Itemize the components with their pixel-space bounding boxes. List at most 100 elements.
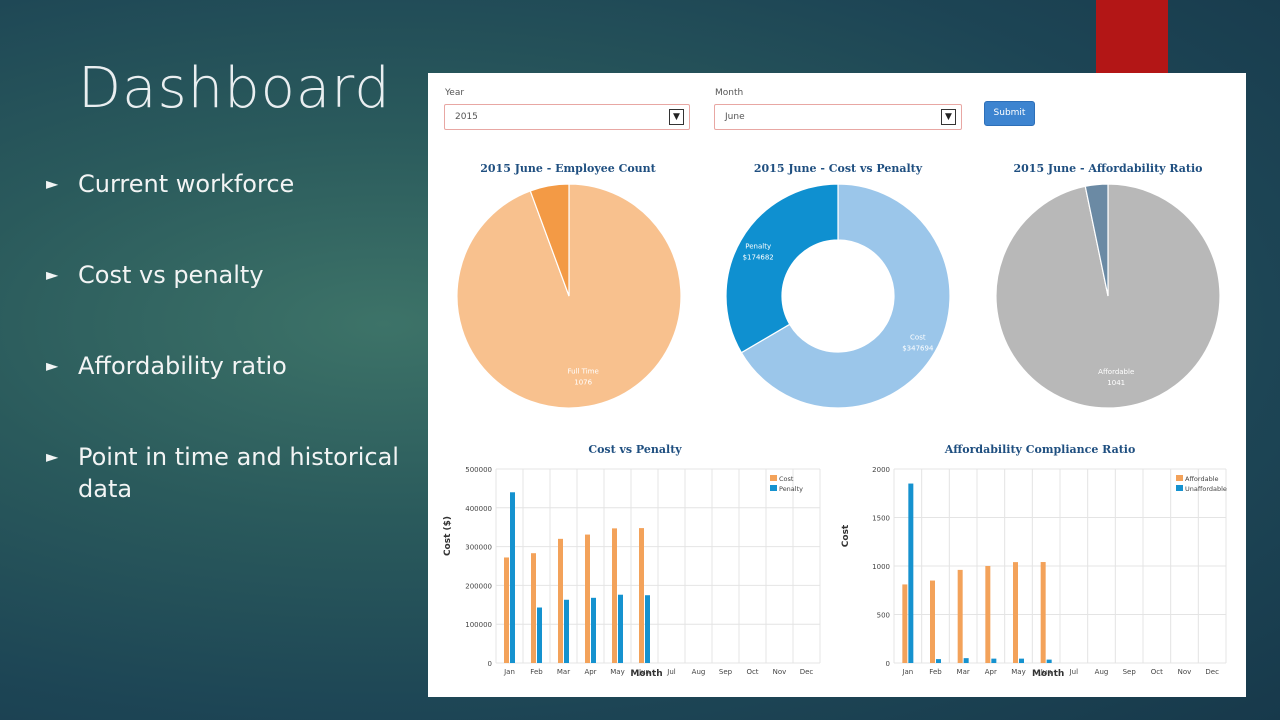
bar — [908, 483, 914, 663]
y-axis-label: Cost ($) — [443, 516, 453, 556]
y-tick-label: 200000 — [465, 582, 492, 590]
accent-bar — [1096, 0, 1168, 73]
slice-value: 1076 — [574, 378, 592, 386]
x-tick-label: Jan — [901, 668, 913, 676]
bar — [612, 528, 617, 663]
legend-swatch — [1176, 485, 1183, 491]
cost-vs-penalty-donut-chart: Cost $347694 Penalty $174682 — [725, 183, 951, 409]
bar — [936, 659, 941, 663]
legend-label: Penalty — [779, 485, 803, 493]
submit-button[interactable]: Submit — [984, 101, 1035, 126]
x-tick-label: May — [1011, 668, 1025, 676]
arrow-bullet-icon: ► — [46, 447, 59, 466]
cost-vs-penalty-bar-chart: 0 100000 200000 300000 400000 500000 Jan Feb Mar… — [443, 466, 821, 679]
y-tick-label: 1500 — [872, 515, 890, 523]
y-tick-label: 0 — [488, 660, 492, 668]
slice-label: Full Time — [567, 367, 598, 375]
bar — [618, 594, 623, 663]
slice-value: 1041 — [1107, 379, 1125, 387]
bar — [1013, 562, 1018, 663]
bullet-text: Current workforce — [78, 170, 295, 198]
bullet-item: ► Current workforce — [46, 168, 426, 200]
chevron-down-icon[interactable]: ▼ — [669, 109, 684, 125]
x-tick-label: Jan — [503, 668, 515, 676]
y-tick-label: 500000 — [465, 466, 492, 474]
x-tick-label: Aug — [692, 668, 706, 676]
x-tick-label: Jun — [638, 668, 650, 676]
bar — [585, 534, 590, 663]
slice-label: Affordable — [1098, 368, 1134, 376]
bar — [957, 569, 963, 663]
x-tick-label: Dec — [800, 668, 814, 676]
pie-slice — [725, 183, 839, 354]
slice-value: $347694 — [902, 345, 934, 353]
bullet-text: Affordability ratio — [78, 352, 287, 380]
bar — [991, 658, 997, 663]
bar — [985, 566, 991, 663]
x-tick-label: Aug — [1095, 668, 1109, 676]
bar — [504, 557, 509, 663]
legend-swatch — [770, 475, 777, 481]
bar — [1019, 658, 1024, 663]
x-tick-label: Sep — [719, 668, 733, 676]
x-tick-label: Feb — [929, 668, 942, 676]
employee-count-chart-title: 2015 June - Employee Count — [480, 162, 656, 175]
legend-swatch — [1176, 475, 1183, 481]
legend-label: Cost — [779, 475, 794, 483]
legend-label: Affordable — [1185, 475, 1219, 483]
slice-label: Penalty — [745, 242, 771, 250]
arrow-bullet-icon: ► — [46, 174, 59, 193]
bar — [537, 607, 542, 663]
bar — [1046, 659, 1052, 663]
x-tick-label: Dec — [1205, 668, 1219, 676]
year-label: Year — [445, 88, 465, 98]
affordability-ratio-pie-chart: Affordable 1041 — [995, 183, 1221, 409]
bar — [902, 584, 908, 663]
y-tick-label: 100000 — [465, 621, 492, 629]
year-select[interactable]: 2015 ▼ — [444, 104, 690, 130]
cost-vs-penalty-donut-title: 2015 June - Cost vs Penalty — [753, 162, 923, 175]
y-tick-label: 400000 — [465, 505, 492, 513]
x-tick-label: Nov — [1178, 668, 1192, 676]
y-tick-label: 1000 — [872, 563, 890, 571]
x-tick-label: Jun — [1040, 668, 1052, 676]
employee-count-pie-chart: Full Time 1076 — [456, 183, 682, 409]
legend-label: Unaffordable — [1185, 485, 1227, 493]
x-tick-label: Oct — [746, 668, 758, 676]
pie-slice — [740, 183, 951, 409]
bar — [639, 528, 644, 663]
y-axis-label: Cost — [841, 524, 851, 547]
x-tick-label: Jul — [666, 668, 676, 676]
x-tick-label: May — [610, 668, 624, 676]
bar — [930, 580, 935, 663]
pie-slice — [1084, 183, 1109, 297]
legend-swatch — [770, 485, 777, 491]
slice-label: Cost — [910, 334, 926, 342]
bar — [645, 595, 650, 663]
x-tick-label: Sep — [1123, 668, 1137, 676]
x-tick-label: Apr — [985, 668, 997, 676]
arrow-bullet-icon: ► — [46, 265, 59, 284]
bullet-item: ► Affordability ratio — [46, 350, 426, 382]
affordability-compliance-bar-chart: 0 500 1000 1500 2000 Jan Feb Mar Apr May Jun Jul Aug… — [841, 466, 1227, 679]
x-tick-label: Nov — [773, 668, 787, 676]
year-value: 2015 — [455, 112, 478, 122]
x-tick-label: Feb — [530, 668, 543, 676]
chevron-down-icon[interactable]: ▼ — [941, 109, 956, 125]
x-tick-label: Mar — [957, 668, 970, 676]
y-tick-label: 0 — [886, 660, 890, 668]
bar — [591, 597, 596, 663]
bullet-text: Point in time and historical data — [78, 443, 399, 503]
y-tick-label: 300000 — [465, 544, 492, 552]
bar — [963, 658, 969, 663]
x-axis-label: Month — [630, 669, 662, 679]
bar — [510, 492, 515, 663]
bar — [531, 553, 536, 663]
x-tick-label: Oct — [1151, 668, 1163, 676]
affordability-ratio-chart-title: 2015 June - Affordability Ratio — [1013, 162, 1203, 175]
month-select[interactable]: June ▼ — [714, 104, 962, 130]
dashboard-screenshot: Year 2015 ▼ Month June ▼ Submit 2015 Jun… — [428, 73, 1246, 697]
arrow-bullet-icon: ► — [46, 356, 59, 375]
bullet-item: ► Cost vs penalty — [46, 259, 426, 291]
x-axis-label: Month — [1032, 669, 1064, 679]
